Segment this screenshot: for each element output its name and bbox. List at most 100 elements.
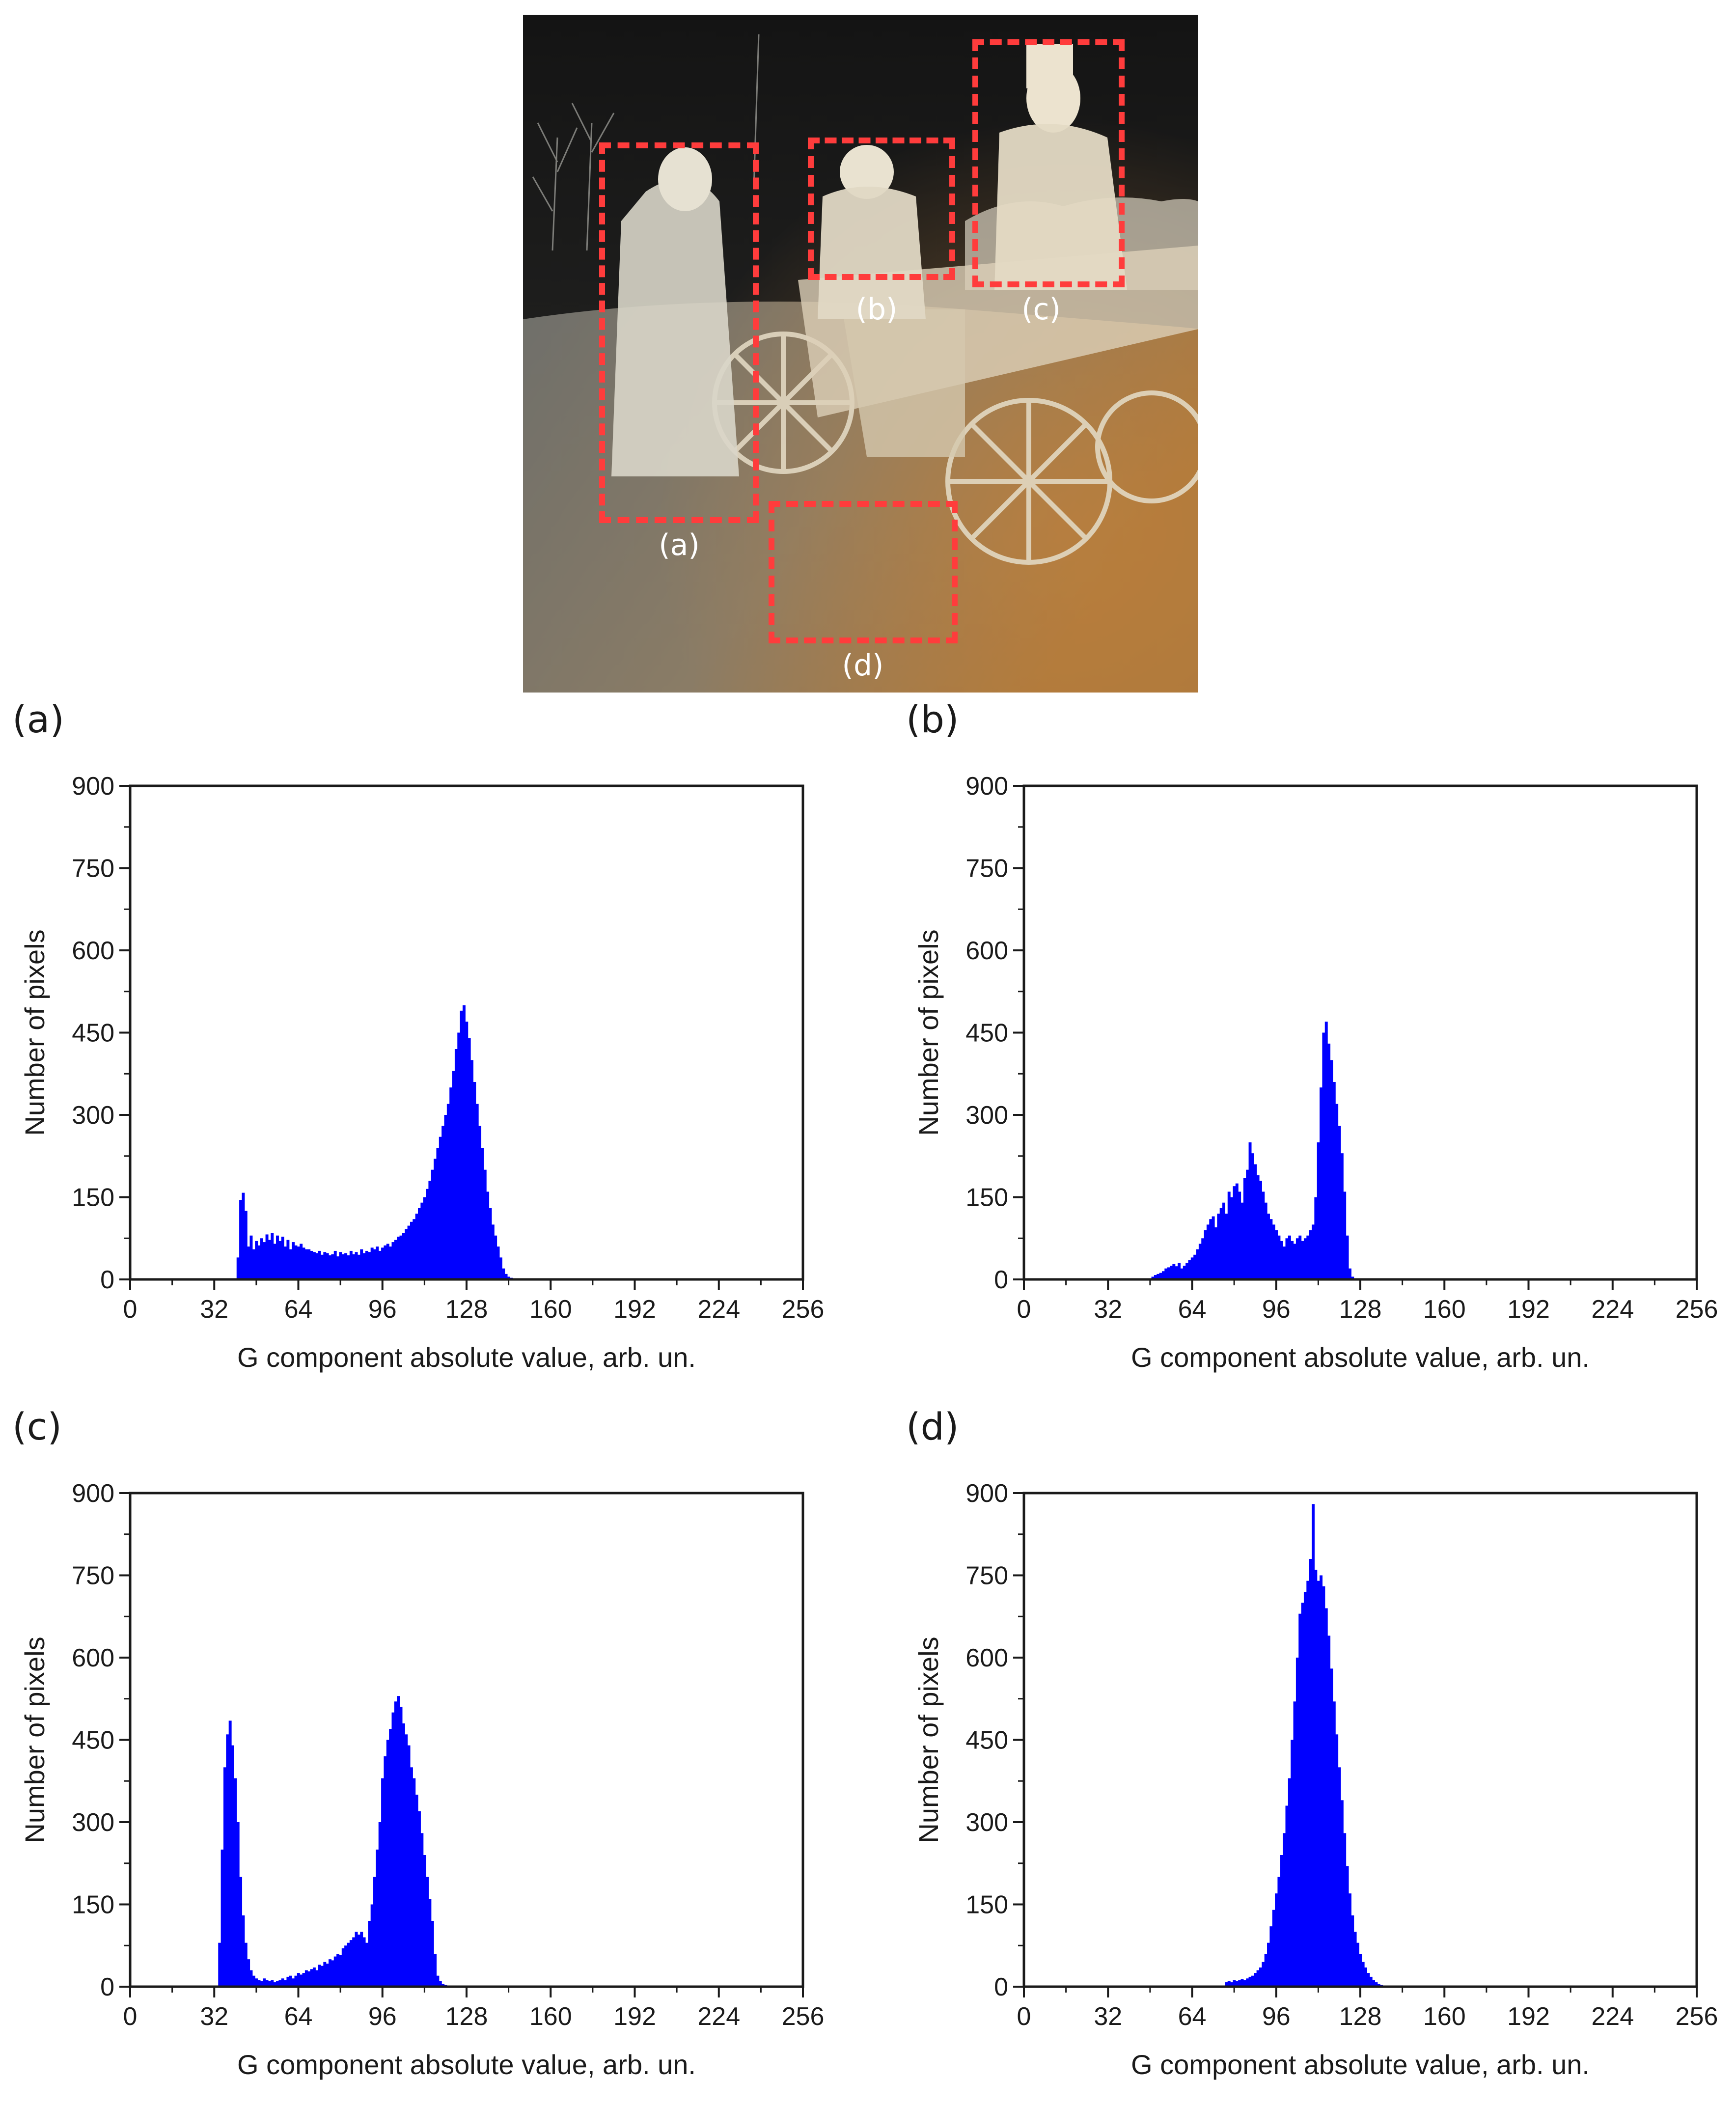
histogram-bar [405, 1734, 408, 1987]
histogram-bar [349, 1250, 353, 1279]
histogram-bar [376, 1849, 379, 1987]
histogram-bar [1359, 1954, 1362, 1987]
histogram-bar [1372, 1980, 1376, 1987]
histogram-bar [294, 1975, 298, 1987]
histogram-bar [1377, 1984, 1380, 1987]
histogram-bar [239, 1200, 243, 1279]
histogram-bar [1348, 1893, 1351, 1987]
histogram-bar [1238, 1980, 1241, 1987]
histogram-bar [1272, 1224, 1275, 1279]
histogram-bar [496, 1247, 500, 1279]
histogram-bar [1285, 1805, 1289, 1987]
histogram-bar [352, 1937, 356, 1987]
histogram-bar [1293, 1701, 1296, 1987]
histogram-bar [365, 1250, 368, 1279]
histogram-bar [1320, 1087, 1323, 1279]
histogram-bar [320, 1966, 324, 1987]
histogram-bar [312, 1252, 316, 1279]
histogram-bar [339, 1252, 342, 1279]
histogram-bar [417, 1811, 421, 1987]
x-tick-label: 224 [697, 2002, 740, 2031]
y-tick-label: 750 [72, 855, 114, 883]
histogram-bar [1259, 1181, 1262, 1279]
roi-label-d: (d) [842, 648, 884, 683]
x-tick-label: 192 [1507, 1295, 1550, 1324]
histogram-bar [1233, 1980, 1236, 1987]
histogram-bar [1361, 1962, 1365, 1987]
histogram-bar [415, 1214, 418, 1279]
histogram-bar [1240, 1202, 1244, 1279]
histogram-bar [300, 1974, 303, 1987]
y-tick-label: 150 [72, 1184, 114, 1212]
histogram-bar [220, 1849, 224, 1987]
histogram-bar [413, 1219, 416, 1279]
histogram-bar [444, 1115, 447, 1279]
histogram-bar [381, 1248, 385, 1279]
histogram-bar [336, 1256, 340, 1279]
histogram-bar [302, 1973, 305, 1987]
y-tick-label: 150 [72, 1891, 114, 1919]
histogram-bar [486, 1192, 490, 1279]
y-tick-label: 450 [965, 1019, 1008, 1048]
histogram-bar [407, 1225, 411, 1279]
histogram-bar [286, 1240, 290, 1279]
histogram-bar [307, 1971, 311, 1987]
histogram-bar [394, 1701, 397, 1987]
histogram-bar [263, 1978, 266, 1987]
histogram-bar [304, 1249, 308, 1279]
histogram-bar [257, 1245, 261, 1279]
histogram-c: 0 32 64 96 128 160 192 224 256 0 150 300 450 600 750 90… [0, 1469, 859, 2107]
histogram-bar [384, 1756, 387, 1987]
histogram-bar [302, 1248, 305, 1279]
histogram-bar [281, 1978, 284, 1987]
histogram-bar [300, 1244, 303, 1279]
histogram-bar [439, 1981, 442, 1987]
x-tick-label: 160 [529, 2002, 572, 2031]
histogram-bar [368, 1921, 371, 1987]
histogram-bar [1230, 1982, 1234, 1987]
x-tick-label: 96 [368, 1295, 397, 1324]
x-tick-label: 64 [1178, 1295, 1207, 1324]
histogram-bar [1248, 1142, 1252, 1279]
histogram-bar [1233, 1186, 1236, 1279]
histogram-bar [1301, 1241, 1304, 1279]
histogram-svg: 0 32 64 96 128 160 192 224 256 0 150 300 450 600 750 90… [19, 772, 825, 1373]
histogram-bar [234, 1778, 237, 1987]
histogram-bar [242, 1915, 245, 1987]
x-tick-label: 64 [284, 2002, 313, 2031]
histogram-bar [391, 1242, 395, 1279]
x-tick-label: 160 [1423, 1295, 1466, 1324]
x-tick-label: 224 [1591, 2002, 1634, 2031]
roi-label-a: (a) [659, 528, 700, 562]
histogram-bar [268, 1240, 271, 1279]
histogram-bar [1335, 1734, 1339, 1987]
histogram-bar [370, 1904, 374, 1987]
histogram-bar [399, 1707, 403, 1987]
histogram-bar [1222, 1202, 1225, 1279]
y-tick-label: 300 [72, 1101, 114, 1130]
histogram-bar [386, 1244, 389, 1279]
histogram-bar [423, 1197, 426, 1279]
roi-box-c [972, 39, 1125, 287]
histogram-bar [475, 1104, 479, 1279]
y-tick-label: 600 [965, 1644, 1008, 1672]
y-tick-label: 150 [965, 1891, 1008, 1919]
histogram-bar [410, 1221, 413, 1279]
x-tick-label: 256 [782, 1295, 825, 1324]
histogram-bar [1301, 1603, 1304, 1987]
histogram-bar [1235, 1183, 1239, 1279]
histogram-bar [284, 1980, 287, 1987]
histogram-bar [1351, 1276, 1354, 1279]
histogram-bar [231, 1745, 234, 1987]
histogram-bar [336, 1954, 340, 1987]
histogram-bar [271, 1233, 274, 1279]
histogram-bar [1309, 1559, 1312, 1987]
y-axis-label: Number of pixels [19, 929, 50, 1136]
histogram-bar [362, 1937, 366, 1987]
histogram-bar [1269, 1219, 1273, 1279]
histogram-bar [1330, 1668, 1333, 1987]
histogram-bar [276, 1235, 279, 1279]
histogram-bar [360, 1932, 363, 1987]
histogram-bar [1295, 1658, 1299, 1987]
histogram-bar [441, 1984, 445, 1987]
